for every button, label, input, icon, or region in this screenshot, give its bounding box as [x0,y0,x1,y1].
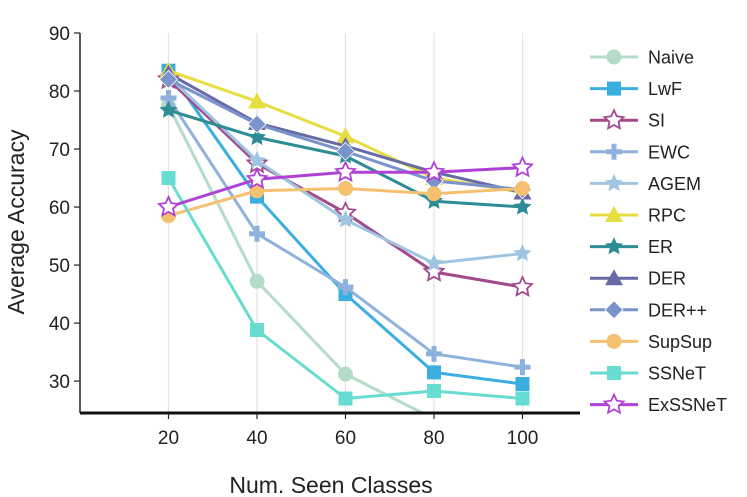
legend-label: SupSup [648,332,712,352]
data-point [249,323,264,338]
data-point [247,92,266,109]
data-point [336,210,355,228]
legend: Naive LwF SI EWC AGEM RPC ER DER DER++ SupSup SSNe… [590,48,727,415]
data-point [515,391,530,406]
tick-labels: 20 40 60 80 100 30 40 50 60 70 80 90 [49,24,538,449]
y-tick-label: 30 [49,372,70,393]
data-point [336,127,355,144]
data-point [510,274,535,297]
data-point [247,114,267,134]
legend-label: EWC [648,142,690,162]
data-point [158,69,179,89]
legend-item: SupSup [590,332,712,352]
legend-marker [607,81,621,96]
data-point [156,194,181,217]
data-point [513,243,532,262]
data-point [338,391,353,406]
data-point [249,273,265,289]
legend-label: ER [648,237,673,257]
data-point [337,366,353,382]
data-point [161,171,176,186]
legend-item: ER [590,237,673,257]
data-point [248,225,265,242]
legend-marker [602,392,626,415]
x-tick-label: 100 [507,428,539,449]
x-axis-title: Num. Seen Classes [229,472,432,497]
series-exssnet [156,155,535,217]
legend-item: Naive [590,48,694,68]
data-point [247,127,267,146]
data-point [159,100,178,118]
data-point [513,197,532,215]
y-tick-label: 60 [49,198,70,219]
legend-marker [607,366,621,380]
x-tick-label: 80 [423,428,444,449]
data-point [510,155,535,178]
data-point [337,180,353,196]
data-point [426,383,441,398]
y-tick-label: 90 [49,24,70,45]
legend-item: DER++ [590,300,707,320]
data-point [514,359,531,376]
data-point [245,167,269,190]
legend-item: SI [590,108,665,131]
legend-label: Naive [648,48,694,68]
legend-item: EWC [590,142,690,162]
legend-marker [604,237,624,255]
legend-marker [605,269,623,286]
series-layer [156,61,535,413]
legend-item: ExSSNeT [590,392,727,415]
data-point [515,376,530,391]
y-tick-label: 70 [49,140,70,161]
data-point [247,151,267,169]
legend-label: SI [648,111,665,131]
legend-item: DER [590,269,686,289]
series-supsup [160,180,530,224]
data-point [422,160,446,183]
legend-marker [602,108,626,131]
data-point [337,279,354,296]
y-tick-label: 50 [49,256,70,277]
legend-item: LwF [590,79,682,99]
legend-label: DER++ [648,300,707,320]
data-point [514,180,530,196]
legend-marker [604,300,624,320]
data-point [426,365,441,380]
data-point [424,253,444,272]
data-point [425,345,442,362]
data-point [333,160,358,183]
legend-label: ExSSNeT [648,395,727,415]
legend-label: AGEM [648,174,701,194]
legend-item: RPC [590,206,686,226]
legend-label: RPC [648,206,686,226]
legend-marker [606,143,622,160]
legend-marker [606,49,622,65]
legend-item: AGEM [590,173,701,194]
legend-label: DER [648,269,686,289]
y-tick-label: 80 [49,82,70,103]
axes [79,33,580,415]
legend-label: LwF [648,79,682,99]
legend-item: SSNeT [590,364,706,384]
data-point [422,259,446,282]
series-ssnet [161,171,530,406]
x-tick-label: 60 [335,428,356,449]
x-tick-label: 40 [246,428,267,449]
x-tick-label: 20 [158,428,179,449]
data-point [426,186,442,202]
legend-label: SSNeT [648,364,706,384]
legend-marker [604,173,624,192]
y-axis-title: Average Accuracy [3,129,29,314]
y-tick-label: 40 [49,314,70,335]
legend-marker [605,206,623,222]
legend-marker [606,333,622,349]
